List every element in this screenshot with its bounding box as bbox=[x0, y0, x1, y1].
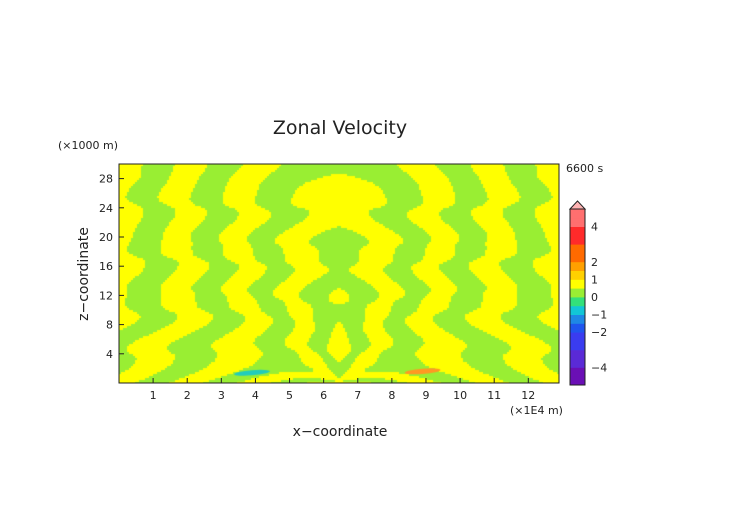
colorbar-segment bbox=[570, 363, 585, 368]
colorbar: −4 −2 −1 0 1 2 4 bbox=[568, 200, 607, 386]
y-tick-label: 4 bbox=[106, 348, 113, 361]
y-tick-label: 8 bbox=[106, 319, 113, 332]
colorbar-segment bbox=[570, 244, 585, 249]
x-tick-label: 11 bbox=[487, 389, 501, 402]
colorbar-segment bbox=[570, 327, 585, 333]
y-tick-label: 12 bbox=[99, 289, 113, 302]
colorbar-segment bbox=[570, 266, 585, 271]
colorbar-segment bbox=[570, 341, 585, 346]
colorbar-segment bbox=[570, 209, 585, 214]
x-unit-label: (×1E4 m) bbox=[510, 404, 563, 417]
y-tick-label: 28 bbox=[99, 173, 113, 186]
colorbar-segment bbox=[570, 270, 585, 276]
colorbar-segment bbox=[570, 314, 585, 320]
x-tick-label: 1 bbox=[150, 389, 157, 402]
colorbar-segment bbox=[570, 213, 585, 219]
colorbar-segment bbox=[570, 380, 585, 386]
colorbar-tick-label: 4 bbox=[591, 221, 598, 234]
colorbar-segment bbox=[570, 345, 585, 351]
colorbar-segment bbox=[570, 319, 585, 324]
colorbar-tick-label: 0 bbox=[591, 291, 598, 304]
colorbar-segment bbox=[570, 354, 585, 359]
colorbar-segment bbox=[570, 231, 585, 236]
colorbar-segment bbox=[570, 235, 585, 241]
colorbar-segment bbox=[570, 323, 585, 329]
colorbar-segment bbox=[570, 310, 585, 315]
x-tick-label: 3 bbox=[218, 389, 225, 402]
colorbar-tick-label: 2 bbox=[591, 256, 598, 269]
colorbar-tick-label: 1 bbox=[591, 273, 598, 286]
x-tick-label: 12 bbox=[521, 389, 535, 402]
colorbar-segment bbox=[570, 301, 585, 307]
colorbar-segment bbox=[570, 367, 585, 373]
x-tick-label: 8 bbox=[388, 389, 395, 402]
colorbar-segment bbox=[570, 292, 585, 298]
x-tick-label: 7 bbox=[354, 389, 361, 402]
y-tick-label: 20 bbox=[99, 231, 113, 244]
x-axis-label: x−coordinate bbox=[293, 424, 388, 440]
colorbar-segment bbox=[570, 261, 585, 267]
colorbar-segment bbox=[570, 217, 585, 223]
colorbar-segment bbox=[570, 358, 585, 364]
x-tick-label: 5 bbox=[286, 389, 293, 402]
y-axis-label: z−coordinate bbox=[76, 227, 92, 321]
colorbar-segment bbox=[570, 305, 585, 311]
x-axis-ticks: 1 2 3 4 5 6 7 8 9 10 11 12 bbox=[150, 378, 535, 402]
colorbar-extend-arrow bbox=[568, 200, 587, 210]
colorbar-segment bbox=[570, 222, 585, 227]
colorbar-segment bbox=[570, 239, 585, 245]
colorbar-segment bbox=[570, 283, 585, 289]
colorbar-segment bbox=[570, 332, 585, 337]
y-tick-label: 16 bbox=[99, 260, 113, 273]
x-tick-label: 9 bbox=[422, 389, 429, 402]
x-tick-label: 4 bbox=[252, 389, 259, 402]
colorbar-segment bbox=[570, 253, 585, 258]
colorbar-segment bbox=[570, 248, 585, 254]
colorbar-segment bbox=[570, 336, 585, 342]
chart-title: Zonal Velocity bbox=[273, 117, 407, 139]
x-tick-label: 10 bbox=[453, 389, 467, 402]
x-tick-label: 6 bbox=[320, 389, 327, 402]
colorbar-tick-label: −2 bbox=[591, 326, 607, 339]
x-tick-label: 2 bbox=[184, 389, 191, 402]
y-tick-label: 24 bbox=[99, 202, 113, 215]
colorbar-segment bbox=[570, 275, 585, 280]
colorbar-segment bbox=[570, 279, 585, 285]
colorbar-segment bbox=[570, 297, 585, 302]
colorbar-segment bbox=[570, 371, 585, 377]
velocity-field bbox=[119, 164, 559, 383]
y-axis-ticks: 4 8 12 16 20 24 28 bbox=[99, 173, 124, 361]
time-label: 6600 s bbox=[566, 162, 603, 175]
velocity-field-image bbox=[119, 164, 559, 383]
colorbar-segment bbox=[570, 288, 585, 293]
colorbar-segment bbox=[570, 349, 585, 355]
colorbar-segment bbox=[570, 376, 585, 381]
colorbar-segment bbox=[570, 226, 585, 232]
colorbar-tick-label: −4 bbox=[591, 361, 607, 374]
plot-frame bbox=[118, 163, 560, 384]
y-unit-label: (×1000 m) bbox=[58, 139, 118, 152]
colorbar-segment bbox=[570, 257, 585, 263]
colorbar-tick-label: −1 bbox=[591, 309, 607, 322]
